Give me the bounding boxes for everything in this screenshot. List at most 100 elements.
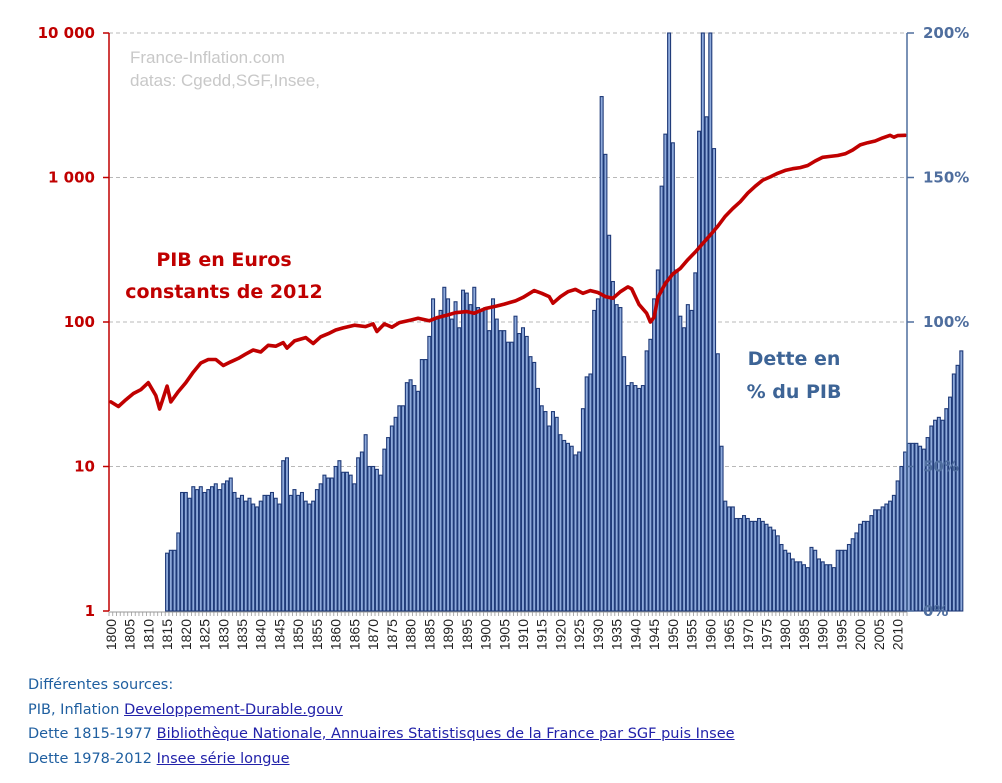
debt-bar [779,543,784,612]
x-axis-tick-label: 1835 [234,619,250,650]
x-axis-tick-label: 1885 [421,619,437,650]
x-axis-tick-label: 1890 [440,619,456,650]
debt-bar [595,298,600,612]
debt-bar [719,445,724,612]
debt-bar [281,460,286,612]
debt-bar [183,491,188,612]
debt-bar [786,552,792,612]
debt-bar [798,561,803,612]
debt-bar [187,497,192,612]
debt-bar [427,335,432,612]
debt-bar [322,474,327,612]
debt-bar [168,549,173,612]
debt-bar [644,350,649,612]
debt-bar [588,373,593,612]
debt-bar [509,341,514,612]
debt-bar [959,350,964,612]
debt-bar [625,385,630,612]
debt-bar [764,523,769,612]
debt-bar [251,503,256,612]
debt-bar [397,405,402,612]
debt-bar [258,500,263,612]
debt-bar [296,494,301,612]
right-axis-tick-label: 150% [923,169,969,187]
x-axis-tick-label: 1865 [346,619,362,650]
debt-bar [487,330,492,612]
debt-bar [865,520,870,612]
debt-bar [918,445,923,612]
sources-block: Différentes sources: PIB, Inflation Deve… [28,673,735,771]
debt-bar [490,298,496,612]
debt-bar [408,379,413,612]
debt-bar [449,318,454,612]
debt-bar [299,491,304,612]
debt-bar [431,298,436,612]
left-axis-tick-label: 1 [85,602,95,620]
debt-bar [573,454,578,612]
x-axis-tick-label: 1810 [140,619,156,650]
debt-bar [344,471,349,612]
debt-bar [813,549,818,612]
debt-bar [221,483,226,612]
debt-bar [453,301,458,612]
x-axis-tick-label: 2000 [852,619,868,650]
debt-bar [828,564,833,612]
debt-bar [337,460,342,612]
debt-bar [599,96,604,612]
debt-bar [738,517,743,612]
debt-bar [535,387,540,612]
debt-bar [708,32,713,612]
debt-bar [457,327,462,612]
right-axis-tick-label: 50% [923,458,959,476]
debt-bar [768,526,773,612]
debt-bar [442,286,447,612]
debt-bar [202,491,207,612]
debt-bar [693,272,698,612]
debt-bar [401,405,406,612]
debt-bar [554,416,559,612]
debt-bar [180,491,185,612]
debt-bar [498,330,503,612]
debt-bar [513,315,518,612]
x-axis-tick-labels: 1800 1805 1810 1815 1820 1825 1830 1835 1840 1845… [103,619,906,650]
debt-bar [464,292,469,612]
debt-bar [906,442,911,612]
debt-bar [217,489,222,612]
debt-bar [468,304,473,612]
source-link-insee-serie-longue[interactable]: Insee série longue [156,750,290,767]
debt-bar [603,153,608,612]
debt-bar [854,532,859,612]
x-axis-tick-label: 1860 [328,619,344,650]
debt-bar [412,385,417,612]
debt-bar [820,561,825,612]
debt-bar [517,333,522,612]
debt-bar [715,353,720,612]
debt-bar [318,483,323,612]
debt-bar [858,523,863,612]
debt-bar [367,465,372,612]
x-axis-tick-label: 1825 [197,619,213,650]
debt-bar [753,520,758,612]
source-link-bibliotheque-nationale[interactable]: Bibliothèque Nationale, Annuaires Statis… [156,726,735,742]
debt-bar [479,309,484,612]
debt-bar [550,411,555,612]
x-axis-tick-label: 1845 [271,619,287,650]
debt-bar [547,425,552,612]
debt-bar [333,465,338,612]
debt-bar [869,515,874,612]
debt-bar [472,286,477,612]
source-link-developpement-durable[interactable]: Developpement-Durable.gouv [124,701,343,718]
debt-bar [745,517,750,612]
debt-bar [269,491,274,612]
x-axis-tick-label: 1875 [384,619,400,650]
debt-bar [663,133,668,612]
debt-bar [363,434,368,612]
gdp-line [109,133,907,411]
debt-bar [558,434,563,612]
debt-bar [951,373,956,612]
x-axis-tick-label: 1950 [665,619,681,650]
debt-bar [771,529,777,612]
x-axis-tick-label: 1895 [459,619,475,650]
debt-bar [667,32,672,612]
debt-bar [580,408,585,612]
